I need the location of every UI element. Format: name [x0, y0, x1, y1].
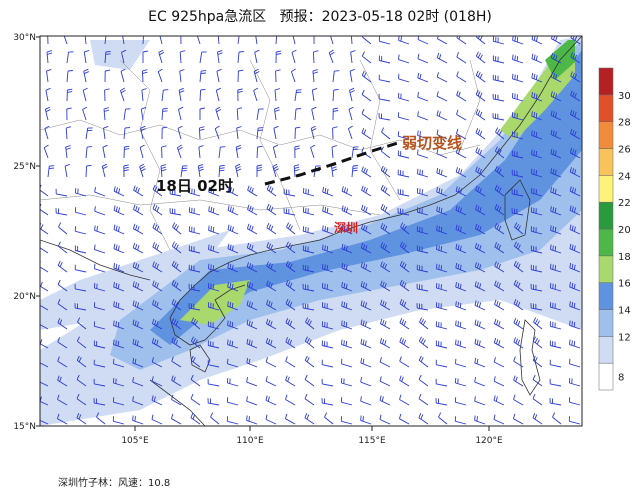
lat-label-25: 25°N [13, 162, 36, 172]
lat-axis: 30°N 25°N 20°N 15°N [13, 33, 40, 432]
lat-label-15: 15°N [13, 422, 36, 432]
coastline [40, 36, 582, 426]
map-title: EC 925hpa急流区 预报：2023-05-18 02时 (018H) [148, 9, 492, 25]
colorbar-swatch [598, 201, 614, 230]
colorbar-swatch [598, 175, 614, 203]
lon-label-110: 110°E [236, 436, 264, 446]
colorbar-tick-label: 18 [618, 252, 631, 263]
city-label: 深圳 [334, 220, 358, 235]
colorbar-tick-label: 12 [618, 332, 631, 343]
colorbar-tick-label: 16 [618, 279, 631, 290]
colorbar-swatch [598, 94, 614, 122]
colorbar-swatch [598, 362, 614, 391]
colorbar-tick-label: 26 [618, 145, 631, 156]
lon-label-115: 115°E [358, 436, 386, 446]
lon-label-105: 105°E [121, 436, 149, 446]
colorbar-tick-label: 22 [618, 198, 631, 209]
colorbar-swatch [598, 309, 614, 337]
colorbar-tick-label: 30 [618, 91, 631, 102]
wind-barbs [40, 36, 581, 425]
lat-label-30: 30°N [13, 33, 36, 43]
colorbar-tick-label: 20 [618, 225, 631, 236]
colorbar-swatch [598, 121, 614, 149]
colorbar-swatch [598, 255, 614, 283]
shear-line-label: 弱切变线 [402, 134, 462, 152]
colorbar: 30 28 26 24 22 20 18 16 14 12 8 [598, 67, 631, 391]
colorbar-tick-label: 14 [618, 306, 631, 317]
lat-label-20: 20°N [13, 292, 36, 302]
colorbar-swatch [598, 148, 614, 176]
colorbar-swatch [598, 282, 614, 310]
lon-label-120: 120°E [475, 436, 503, 446]
colorbar-swatch [598, 228, 614, 257]
time-label: 18日 02时 [156, 177, 233, 195]
lon-axis: 105°E 110°E 115°E 120°E [121, 426, 503, 446]
colorbar-tick-label: 24 [618, 171, 631, 182]
colorbar-swatch [598, 67, 614, 96]
province-borders [40, 59, 481, 251]
shear-line [264, 141, 399, 186]
colorbar-swatch [598, 336, 614, 364]
colorbar-tick-label: 28 [618, 118, 631, 129]
colorbar-tick-label: 8 [618, 373, 624, 384]
footer-note: 深圳竹子林：风速：10.8 [58, 478, 171, 489]
